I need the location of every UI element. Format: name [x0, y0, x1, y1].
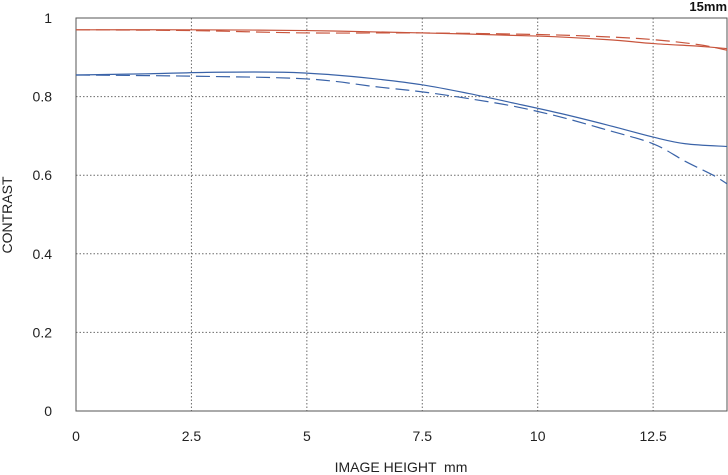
x-tick-labels: 0 2.5 5 7.5 10 12.5	[72, 428, 667, 444]
y-tick-label: 0	[44, 403, 52, 419]
y-tick-label: 0.6	[33, 167, 53, 183]
series-line-2-dashed	[75, 29, 728, 51]
x-tick-label: 5	[303, 428, 311, 444]
x-tick-label: 10	[530, 428, 546, 444]
x-tick-label: 0	[72, 428, 80, 444]
x-axis-title: IMAGE HEIGHT mm	[335, 459, 468, 475]
y-tick-label: 1	[44, 10, 52, 26]
x-tick-label: 7.5	[413, 428, 433, 444]
grid-lines	[76, 18, 727, 411]
y-tick-label: 0.8	[33, 89, 53, 105]
series-line-1-solid	[75, 29, 728, 50]
series-line-4-dashed	[75, 74, 728, 185]
y-axis-title: CONTRAST	[0, 176, 15, 253]
y-tick-label: 0.4	[33, 246, 53, 262]
chart-title: 15mm	[689, 0, 727, 14]
series-lines	[75, 29, 728, 185]
y-tick-label: 0.2	[33, 324, 53, 340]
x-tick-label: 2.5	[182, 428, 202, 444]
plot-area-frame	[75, 17, 728, 412]
y-tick-labels: 0 0.2 0.4 0.6 0.8 1	[33, 10, 53, 419]
series-line-3-solid	[75, 71, 728, 148]
x-tick-label: 12.5	[640, 428, 667, 444]
